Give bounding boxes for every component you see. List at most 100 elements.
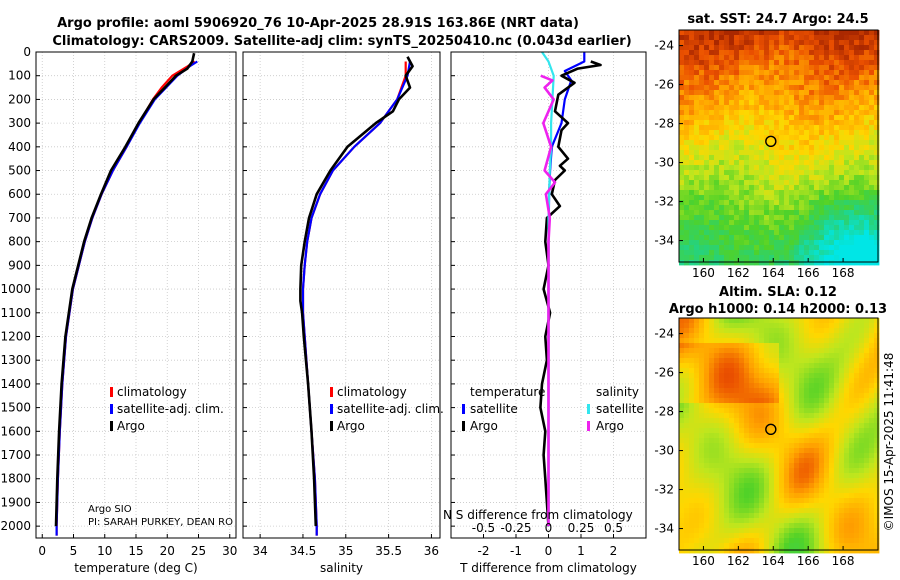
- map-cell: [709, 250, 715, 256]
- map-cell: [739, 110, 745, 116]
- map-cell: [684, 393, 690, 399]
- map-cell: [689, 433, 695, 439]
- map-cell: [774, 165, 780, 171]
- map-cell: [869, 110, 875, 116]
- legend-swatch-climatology: [330, 387, 333, 397]
- map-cell: [739, 423, 745, 429]
- map-cell: [844, 473, 850, 479]
- map-cell: [764, 533, 770, 539]
- map-cell: [819, 423, 825, 429]
- map-cell: [699, 348, 705, 354]
- map-cell: [874, 35, 880, 41]
- map-cell: [834, 80, 840, 86]
- map-cell: [794, 368, 800, 374]
- map-cell: [779, 428, 785, 434]
- map-cell: [754, 90, 760, 96]
- map-cell: [719, 130, 725, 136]
- map-cell: [849, 468, 855, 474]
- map-cell: [729, 453, 735, 459]
- map-cell: [864, 40, 870, 46]
- map-lon-label: 168: [832, 554, 855, 568]
- map-cell: [714, 130, 720, 136]
- map-cell: [759, 533, 765, 539]
- map-cell: [744, 508, 750, 514]
- map-cell: [859, 508, 865, 514]
- map-cell: [759, 363, 765, 369]
- map-cell: [739, 80, 745, 86]
- map-cell: [714, 240, 720, 246]
- map-cell: [779, 398, 785, 404]
- map-cell: [689, 408, 695, 414]
- map-cell: [719, 518, 725, 524]
- map-cell: [869, 543, 875, 549]
- map-cell: [709, 438, 715, 444]
- map-cell: [689, 90, 695, 96]
- map-cell: [854, 368, 860, 374]
- map-cell: [749, 165, 755, 171]
- map-cell: [814, 393, 820, 399]
- map-cell: [854, 358, 860, 364]
- map-cell: [714, 185, 720, 191]
- map-cell: [739, 225, 745, 231]
- map-cell: [704, 468, 710, 474]
- map-cell: [709, 225, 715, 231]
- map-cell: [739, 503, 745, 509]
- map-cell: [859, 260, 865, 266]
- map-cell: [794, 508, 800, 514]
- map-cell: [719, 378, 725, 384]
- map-cell: [739, 240, 745, 246]
- map-cell: [679, 165, 685, 171]
- map-cell: [854, 115, 860, 121]
- map-cell: [804, 483, 810, 489]
- map-cell: [734, 388, 740, 394]
- map-cell: [774, 255, 780, 261]
- map-cell: [784, 423, 790, 429]
- map-cell: [699, 368, 705, 374]
- map-cell: [784, 433, 790, 439]
- map-cell: [784, 373, 790, 379]
- map-cell: [754, 40, 760, 46]
- map-cell: [784, 408, 790, 414]
- map-cell: [849, 175, 855, 181]
- map-cell: [724, 498, 730, 504]
- map-cell: [724, 488, 730, 494]
- map-cell: [789, 150, 795, 156]
- map-cell: [684, 428, 690, 434]
- map-cell: [769, 95, 775, 101]
- map-cell: [844, 215, 850, 221]
- map-cell: [874, 413, 880, 419]
- map-cell: [754, 230, 760, 236]
- map-cell: [689, 513, 695, 519]
- map-cell: [769, 60, 775, 66]
- map-cell: [774, 105, 780, 111]
- map-cell: [719, 468, 725, 474]
- map-cell: [779, 160, 785, 166]
- depth-tick-label: 300: [8, 116, 31, 130]
- map-cell: [704, 90, 710, 96]
- map-cell: [679, 40, 685, 46]
- map-cell: [794, 105, 800, 111]
- map-cell: [874, 518, 880, 524]
- map-cell: [814, 75, 820, 81]
- map-cell: [809, 473, 815, 479]
- map-cell: [679, 398, 685, 404]
- map-cell: [859, 413, 865, 419]
- map-cell: [739, 478, 745, 484]
- map-cell: [709, 110, 715, 116]
- map-cell: [764, 75, 770, 81]
- map-cell: [814, 338, 820, 344]
- map-cell: [849, 478, 855, 484]
- map-cell: [844, 160, 850, 166]
- map-cell: [699, 408, 705, 414]
- map-cell: [809, 180, 815, 186]
- map-cell: [739, 338, 745, 344]
- legend-profiles-temperature: climatology satellite-adj. clim. Argo: [110, 385, 224, 433]
- map-cell: [694, 30, 700, 36]
- map-cell: [844, 245, 850, 251]
- map-cell: [794, 343, 800, 349]
- map-cell: [819, 165, 825, 171]
- map-cell: [774, 513, 780, 519]
- map-cell: [739, 498, 745, 504]
- depth-tick-label: 100: [8, 69, 31, 83]
- map-cell: [729, 443, 735, 449]
